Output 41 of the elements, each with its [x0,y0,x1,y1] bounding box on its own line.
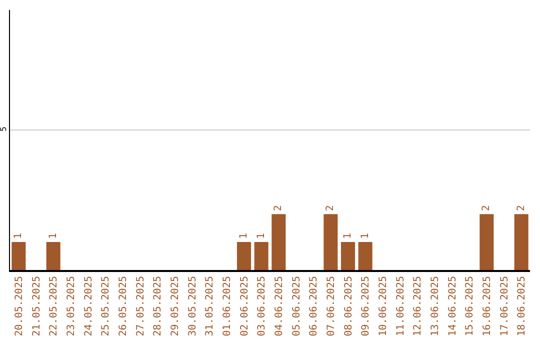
x-tick-label: 15.06.2025 [464,276,476,336]
x-tick-label: 05.06.2025 [291,276,302,336]
x-tick-label: 18.06.2025 [516,276,528,336]
data-label: 1 [238,233,250,240]
x-tick-label: 16.06.2025 [482,276,493,336]
data-label: 1 [342,233,354,240]
x-tick-label: 21.05.2025 [31,276,42,336]
y-tick-label: 5 [0,126,8,132]
x-tick-label: 30.05.2025 [187,276,198,336]
x-tick-label: 23.05.2025 [66,276,77,336]
data-label: 2 [516,205,527,212]
x-tick-label: 06.06.2025 [308,276,320,336]
data-label: 1 [256,233,267,240]
x-tick-label: 28.05.2025 [152,276,164,336]
x-tick-label: 13.06.2025 [430,276,441,336]
x-tick-label: 26.05.2025 [118,276,129,336]
x-tick-label: 11.06.2025 [395,276,406,336]
x-tick-label: 01.06.2025 [222,276,233,336]
x-tick-label: 27.05.2025 [135,276,146,336]
x-tick-label: 29.05.2025 [170,276,181,336]
x-tick-label: 12.06.2025 [412,276,424,336]
x-tick-label: 22.05.2025 [48,276,60,336]
data-label: 2 [325,205,336,212]
x-tick-label: 03.06.2025 [256,276,268,336]
data-label: 2 [481,205,492,212]
x-tick-label: 14.06.2025 [447,276,458,336]
data-label: 1 [48,233,59,240]
data-label: 1 [360,233,371,240]
data-label: 2 [273,205,284,212]
x-tick-label: 04.06.2025 [274,276,285,336]
data-label: 1 [13,233,24,240]
x-tick-label: 17.06.2025 [499,276,510,336]
x-tick-label: 08.06.2025 [343,276,354,336]
x-tick-label: 25.05.2025 [100,276,112,336]
x-tick-label: 20.05.2025 [14,276,25,336]
x-tick-label: 02.06.2025 [239,276,250,336]
x-tick-label: 09.06.2025 [360,276,372,336]
x-tick-label: 24.05.2025 [83,276,94,336]
x-tick-label: 07.06.2025 [326,276,337,336]
x-tick-label: 10.06.2025 [378,276,389,336]
x-tick-label: 31.05.2025 [204,276,216,336]
